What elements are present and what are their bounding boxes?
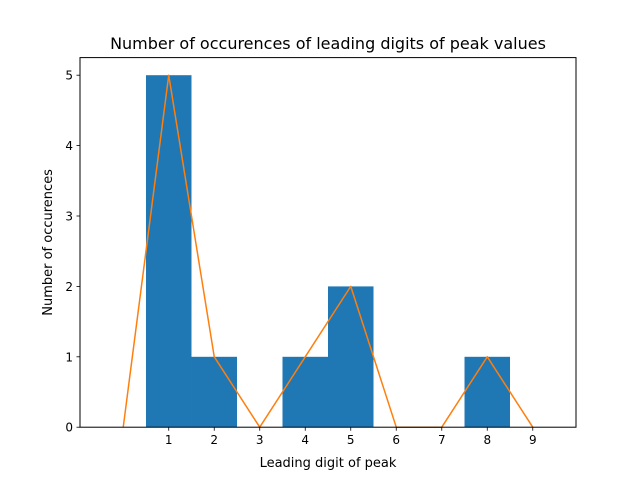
x-tick-label-7: 7	[438, 433, 446, 447]
x-tick-label-1: 1	[165, 433, 173, 447]
line-series-0	[122, 74, 534, 428]
bar-7.5-8.5	[464, 356, 511, 428]
y-tick-label-4: 4	[65, 139, 73, 153]
bars-layer	[145, 75, 511, 428]
y-tick-label-0: 0	[65, 421, 73, 435]
line-layer	[122, 74, 534, 428]
x-tick-label-4: 4	[301, 433, 309, 447]
bar-0.5-1.5	[145, 75, 192, 428]
x-tick-label-6: 6	[392, 433, 400, 447]
y-tick-label-1: 1	[65, 350, 73, 364]
x-tick-label-3: 3	[256, 433, 264, 447]
bar-1.5-2.5	[191, 356, 237, 428]
x-tick-label-2: 2	[210, 433, 218, 447]
y-tick-label-3: 3	[65, 210, 73, 224]
y-tick-label-2: 2	[65, 280, 73, 294]
y-axis-ticks: 0 1 2 3 4 5	[65, 69, 80, 435]
chart-title: Number of occurences of leading digits o…	[110, 34, 546, 53]
x-tick-label-9: 9	[529, 433, 537, 447]
x-axis-label: Leading digit of peak	[260, 456, 397, 471]
x-axis-ticks: 1 2 3 4 5 6 7 8 9	[165, 427, 537, 447]
y-tick-label-5: 5	[65, 69, 73, 83]
x-tick-label-5: 5	[347, 433, 355, 447]
bar-4.5-5.5	[328, 286, 374, 428]
plot-frame	[79, 57, 577, 428]
y-axis-label: Number of occurences	[41, 169, 56, 316]
x-tick-label-8: 8	[483, 433, 491, 447]
bar-3.5-4.5	[282, 356, 328, 428]
